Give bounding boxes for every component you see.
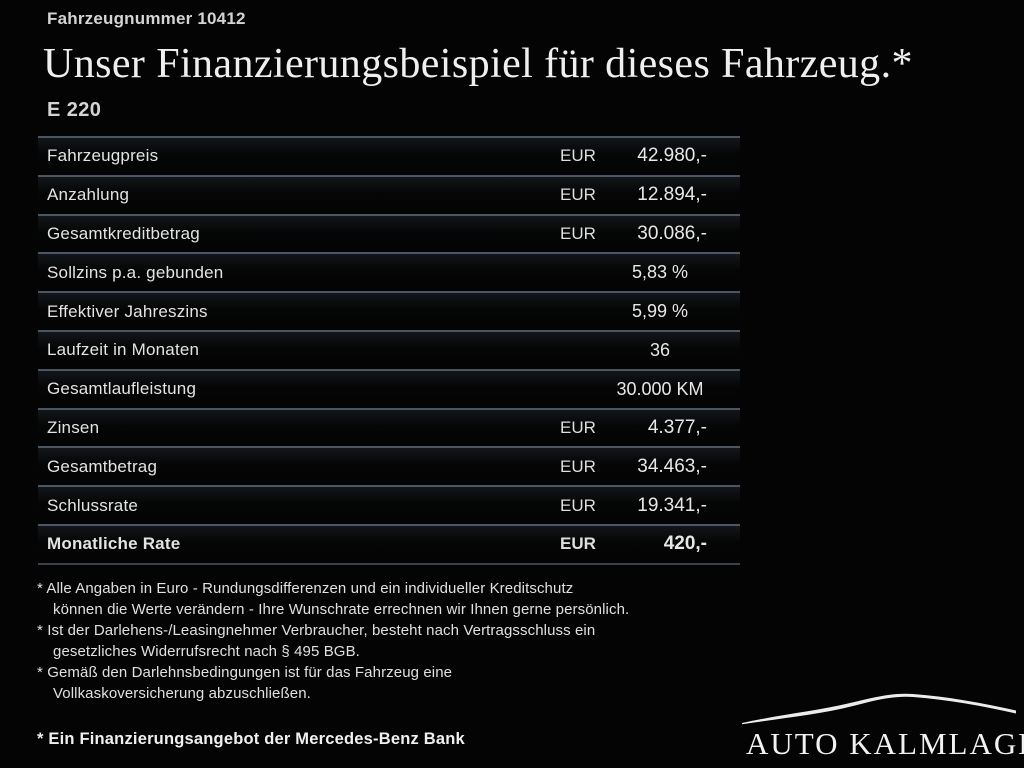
financing-offer-note: * Ein Finanzierungsangebot der Mercedes-… (37, 730, 465, 748)
row-label: Schlussrate (47, 495, 139, 515)
row-label: Zinsen (47, 417, 100, 437)
footnote-line: * Ist der Darlehens-/Leasingnehmer Verbr… (37, 622, 596, 639)
table-row: Gesamtkreditbetrag EUR 30.086,- (38, 213, 740, 253)
table-row: Effektiver Jahreszins 5,99 % (38, 291, 740, 330)
row-currency: EUR (560, 534, 596, 554)
footnote-line: * Gemäß den Darlehnsbedingungen ist für … (37, 664, 453, 681)
row-value: 4.377,- (647, 416, 707, 438)
row-label: Effektiver Jahreszins (47, 301, 208, 321)
table-row-monthly-rate: Monatliche Rate EUR 420,- (38, 523, 740, 563)
table-row: Zinsen EUR 4.377,- (38, 407, 740, 447)
row-label: Monatliche Rate (47, 534, 181, 554)
row-currency: EUR (560, 495, 596, 515)
vehicle-number: Fahrzeugnummer 10412 (47, 9, 246, 28)
table-row: Sollzins p.a. gebunden 5,83 % (38, 252, 740, 292)
table-row: Anzahlung EUR 12.894,- (38, 174, 740, 214)
row-value: 420,- (663, 533, 707, 555)
table-row: Fahrzeugpreis EUR 42.980,- (38, 136, 740, 175)
footnote-line: Vollkaskoversicherung abzuschließen. (53, 685, 311, 702)
row-label: Laufzeit in Monaten (47, 340, 200, 360)
row-value: 34.463,- (637, 455, 707, 477)
row-value: 30.000 KM (616, 378, 704, 399)
model-name: E 220 (47, 99, 102, 121)
finance-table: Fahrzeugpreis EUR 42.980,- Anzahlung EUR 1… (38, 136, 740, 565)
row-value: 36 (649, 339, 671, 360)
row-value: 19.341,- (637, 494, 707, 516)
table-row: Laufzeit in Monaten 36 (38, 329, 740, 369)
footnotes: * Alle Angaben in Euro - Rundungsdiffere… (37, 578, 757, 704)
row-label: Gesamtkreditbetrag (47, 223, 200, 243)
row-value: 42.980,- (637, 145, 707, 167)
car-silhouette-icon (742, 693, 1016, 725)
table-row: Gesamtbetrag EUR 34.463,- (38, 446, 740, 486)
row-label: Sollzins p.a. gebunden (47, 262, 224, 282)
row-currency: EUR (560, 223, 596, 243)
footnote-line: * Alle Angaben in Euro - Rundungsdiffere… (37, 580, 574, 597)
row-currency: EUR (560, 417, 596, 437)
row-value: 12.894,- (637, 184, 707, 206)
footnote-line: können die Werte verändern - Ihre Wunsch… (53, 601, 630, 618)
row-currency: EUR (560, 456, 596, 476)
dealer-logo-name: AUTO KALMLAGE (746, 726, 1024, 761)
row-value: 5,83 % (631, 262, 689, 283)
footnote-line: gesetzliches Widerrufsrecht nach § 495 B… (53, 643, 360, 660)
table-row: Gesamtlaufleistung 30.000 KM (38, 368, 740, 408)
row-label: Gesamtbetrag (47, 456, 158, 476)
row-label: Gesamtlaufleistung (47, 379, 197, 399)
row-value: 30.086,- (637, 222, 707, 244)
table-row: Schlussrate EUR 19.341,- (38, 485, 740, 524)
row-label: Anzahlung (47, 185, 130, 205)
row-currency: EUR (560, 185, 596, 205)
row-value: 5,99 % (631, 301, 689, 322)
row-label: Fahrzeugpreis (47, 146, 159, 166)
page-title: Unser Finanzierungsbeispiel für dieses F… (43, 41, 913, 87)
row-currency: EUR (560, 146, 596, 166)
